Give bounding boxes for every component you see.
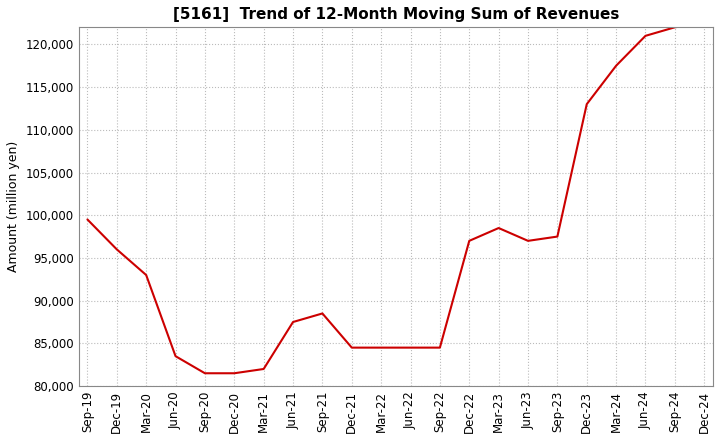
Title: [5161]  Trend of 12-Month Moving Sum of Revenues: [5161] Trend of 12-Month Moving Sum of R…: [173, 7, 619, 22]
Y-axis label: Amount (million yen): Amount (million yen): [7, 141, 20, 272]
